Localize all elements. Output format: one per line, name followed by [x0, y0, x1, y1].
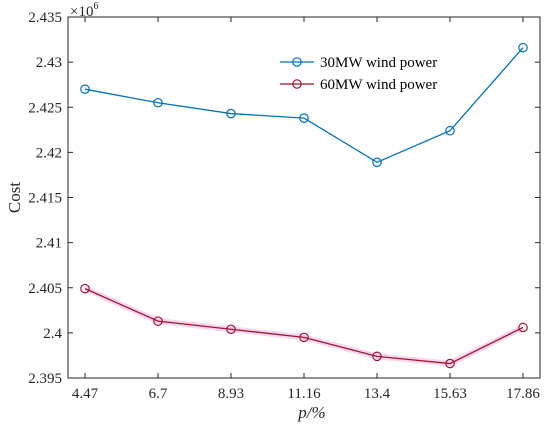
x-axis-label: p/%	[297, 403, 325, 422]
series-line	[84, 288, 524, 365]
legend-label: 30MW wind power	[320, 55, 437, 71]
data-point	[80, 84, 90, 94]
y-axis-multiplier: ×106	[70, 1, 98, 20]
data-point	[372, 351, 382, 362]
y-tick-label: 2.42	[36, 145, 62, 161]
y-multiplier-exponent: 6	[93, 1, 98, 12]
data-point	[226, 108, 236, 119]
x-tick-label: 8.93	[218, 386, 244, 402]
legend-marker	[292, 79, 302, 89]
y-multiplier-base: ×10	[70, 4, 93, 20]
series-layer	[80, 42, 528, 369]
data-point	[299, 332, 309, 343]
data-point	[445, 358, 455, 369]
series-2	[80, 283, 528, 369]
data-point	[153, 97, 163, 108]
data-point	[80, 283, 90, 294]
x-tick-label: 13.4	[364, 386, 391, 402]
y-tick-label: 2.425	[28, 100, 62, 116]
y-tick-label: 2.415	[28, 191, 62, 207]
y-tick-label: 2.4	[43, 326, 62, 342]
data-point	[518, 42, 528, 53]
y-tick-label: 2.435	[28, 10, 62, 26]
plot-frame	[67, 16, 541, 379]
data-point	[372, 157, 382, 168]
legend: 30MW wind power 60MW wind power	[280, 55, 437, 93]
y-tick-label: 2.41	[36, 236, 62, 252]
data-point	[299, 113, 309, 123]
x-tick-label: 17.86	[506, 386, 540, 402]
legend-label: 60MW wind power	[320, 77, 437, 93]
x-tick-label: 6.7	[149, 386, 168, 402]
legend-marker	[292, 57, 302, 67]
data-point	[518, 322, 528, 333]
x-tick-label: 15.63	[433, 386, 467, 402]
data-point	[445, 125, 455, 136]
axes: 2.395 2.4 2.405 2.41 2.415 2.42 2.425 2.43 2.435…	[28, 10, 541, 402]
y-tick-label: 2.395	[28, 371, 62, 387]
x-tick-label: 4.47	[72, 386, 99, 402]
y-axis-label: Cost	[5, 182, 24, 213]
series-highlight	[83, 285, 525, 367]
x-tick-label: 11.16	[287, 386, 321, 402]
y-tick-label: 2.43	[36, 55, 62, 71]
y-tick-label: 2.405	[28, 281, 62, 297]
series-1	[80, 42, 528, 168]
data-point	[153, 316, 163, 326]
data-point	[226, 324, 236, 335]
series-line	[84, 47, 524, 164]
